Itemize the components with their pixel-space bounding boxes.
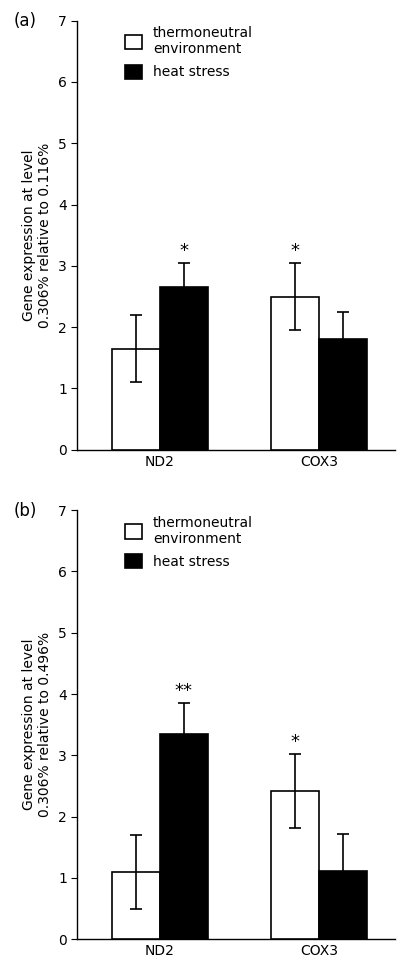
Bar (160, 288, 208, 450)
Text: *: * (179, 242, 188, 260)
Text: (b): (b) (14, 502, 37, 520)
Text: *: * (290, 242, 299, 260)
Bar (271, 296, 319, 450)
Bar (271, 791, 319, 939)
Legend: thermoneutral
environment, heat stress: thermoneutral environment, heat stress (122, 513, 256, 572)
Bar (319, 339, 366, 450)
Text: (a): (a) (14, 12, 37, 30)
Legend: thermoneutral
environment, heat stress: thermoneutral environment, heat stress (122, 23, 256, 83)
Y-axis label: Gene expression at level
0.306% relative to 0.496%: Gene expression at level 0.306% relative… (22, 632, 52, 817)
Bar (319, 871, 366, 939)
Text: **: ** (175, 682, 193, 700)
Bar (112, 349, 160, 450)
Bar (160, 734, 208, 939)
Text: *: * (290, 733, 299, 751)
Y-axis label: Gene expression at level
0.306% relative to 0.116%: Gene expression at level 0.306% relative… (22, 143, 52, 328)
Bar (112, 872, 160, 939)
